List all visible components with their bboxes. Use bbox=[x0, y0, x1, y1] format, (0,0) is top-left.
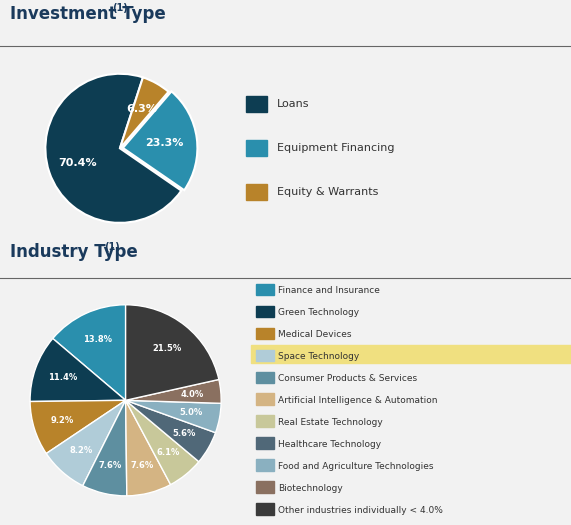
Text: Biotechnology: Biotechnology bbox=[279, 484, 343, 493]
Wedge shape bbox=[126, 380, 221, 403]
Wedge shape bbox=[123, 91, 198, 190]
Text: 9.2%: 9.2% bbox=[50, 416, 74, 425]
Text: Artificial Intelligence & Automation: Artificial Intelligence & Automation bbox=[279, 396, 438, 405]
Text: Real Estate Technology: Real Estate Technology bbox=[279, 418, 383, 427]
Text: 70.4%: 70.4% bbox=[58, 158, 97, 167]
Wedge shape bbox=[83, 400, 127, 496]
Text: Healthcare Technology: Healthcare Technology bbox=[279, 440, 381, 449]
Wedge shape bbox=[126, 400, 215, 461]
Text: Investment Type: Investment Type bbox=[10, 5, 166, 23]
Text: Loans: Loans bbox=[276, 99, 309, 109]
Wedge shape bbox=[30, 339, 126, 402]
Text: 5.0%: 5.0% bbox=[180, 408, 203, 417]
Bar bbox=[256, 459, 274, 471]
Bar bbox=[256, 306, 274, 317]
Text: 7.6%: 7.6% bbox=[99, 461, 122, 470]
Bar bbox=[246, 96, 267, 112]
Text: 6.1%: 6.1% bbox=[156, 448, 179, 457]
Bar bbox=[256, 503, 274, 515]
Text: 7.6%: 7.6% bbox=[131, 460, 154, 469]
Text: Equipment Financing: Equipment Financing bbox=[276, 143, 394, 153]
Wedge shape bbox=[53, 304, 126, 400]
Bar bbox=[256, 393, 274, 405]
Text: Food and Agriculture Technologies: Food and Agriculture Technologies bbox=[279, 462, 434, 471]
Text: Medical Devices: Medical Devices bbox=[279, 330, 352, 339]
Bar bbox=[251, 345, 571, 363]
Bar bbox=[256, 328, 274, 339]
Bar bbox=[246, 184, 267, 200]
Wedge shape bbox=[126, 400, 199, 485]
Text: Other industries individually < 4.0%: Other industries individually < 4.0% bbox=[279, 506, 443, 514]
Text: 23.3%: 23.3% bbox=[145, 138, 183, 148]
Text: 8.2%: 8.2% bbox=[70, 446, 93, 455]
Text: 6.3%: 6.3% bbox=[126, 104, 157, 114]
Wedge shape bbox=[46, 400, 126, 486]
Bar bbox=[256, 372, 274, 383]
Wedge shape bbox=[120, 77, 168, 148]
Wedge shape bbox=[126, 400, 171, 496]
Bar bbox=[256, 437, 274, 449]
Text: 11.4%: 11.4% bbox=[48, 373, 77, 382]
Text: Industry Type: Industry Type bbox=[10, 244, 138, 261]
Bar bbox=[256, 284, 274, 295]
Wedge shape bbox=[45, 74, 182, 223]
Text: Equity & Warrants: Equity & Warrants bbox=[276, 187, 378, 197]
Wedge shape bbox=[126, 400, 221, 433]
Text: Space Technology: Space Technology bbox=[279, 352, 360, 361]
Wedge shape bbox=[126, 304, 219, 400]
Text: 5.6%: 5.6% bbox=[172, 429, 195, 438]
Bar bbox=[256, 350, 274, 361]
Wedge shape bbox=[30, 400, 126, 454]
Text: (1): (1) bbox=[104, 242, 120, 252]
Bar bbox=[256, 415, 274, 427]
Text: 4.0%: 4.0% bbox=[180, 390, 204, 398]
Text: (1): (1) bbox=[112, 3, 128, 13]
Text: Finance and Insurance: Finance and Insurance bbox=[279, 286, 380, 295]
Text: Consumer Products & Services: Consumer Products & Services bbox=[279, 374, 417, 383]
Bar bbox=[246, 140, 267, 156]
Text: Green Technology: Green Technology bbox=[279, 308, 360, 317]
Bar bbox=[256, 481, 274, 493]
Text: 21.5%: 21.5% bbox=[153, 344, 182, 353]
Text: 13.8%: 13.8% bbox=[83, 335, 112, 344]
